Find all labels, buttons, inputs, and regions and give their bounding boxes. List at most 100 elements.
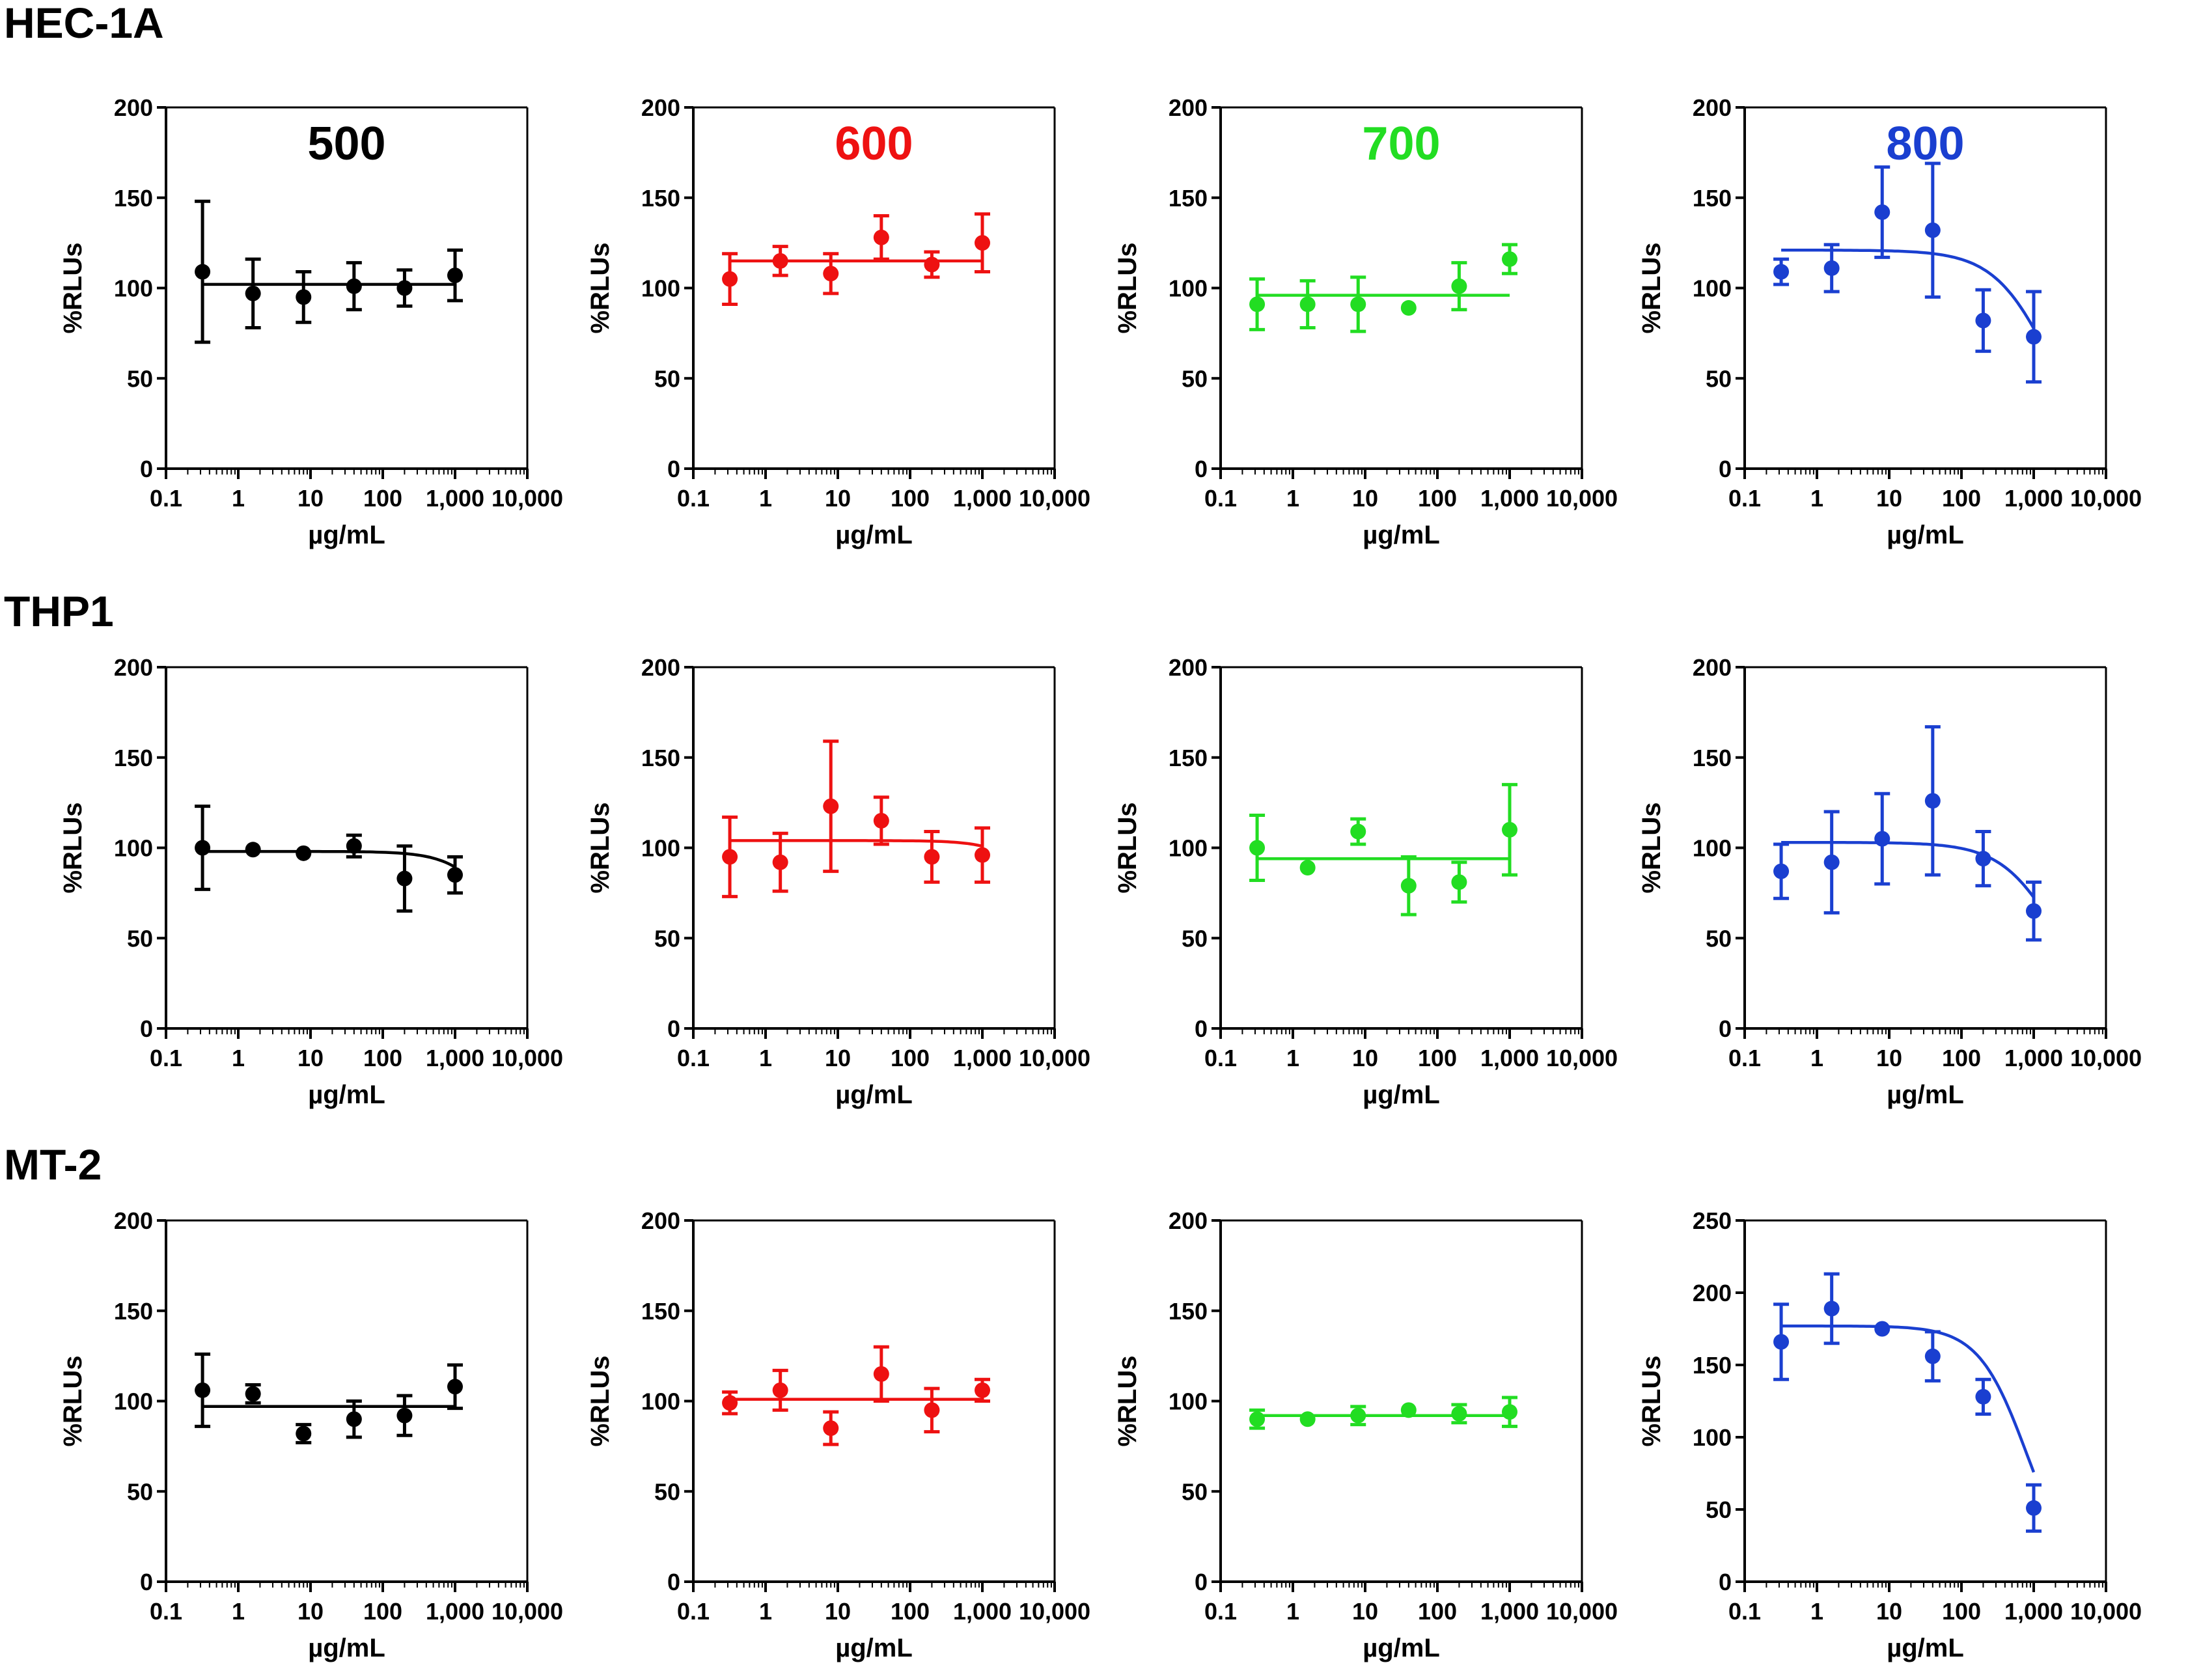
x-axis-title: µg/mL <box>308 1634 385 1662</box>
y-tick-label: 150 <box>1693 745 1732 771</box>
x-axis-title: µg/mL <box>835 1081 913 1109</box>
row-label-hec1a: HEC-1A <box>4 0 164 47</box>
data-point <box>1249 1411 1266 1427</box>
data-point <box>924 849 940 865</box>
x-tick-label: 0.1 <box>1204 485 1237 512</box>
x-tick-label: 1 <box>1810 1045 1823 1071</box>
x-tick-label: 1,000 <box>1480 485 1539 512</box>
y-axis-title: %RLUs <box>1113 1355 1142 1446</box>
data-point <box>722 849 738 865</box>
x-tick-label: 100 <box>1942 1598 1981 1625</box>
data-point <box>1874 204 1890 220</box>
data-point <box>924 256 940 273</box>
y-axis-title: %RLUs <box>1637 1355 1666 1446</box>
data-point <box>772 1382 788 1398</box>
panel-title: 800 <box>1886 118 1964 170</box>
y-tick-label: 100 <box>641 835 680 862</box>
data-point <box>1502 1404 1517 1420</box>
y-tick-label: 50 <box>1182 365 1208 392</box>
x-tick-label: 1 <box>232 485 245 512</box>
data-point <box>447 867 463 883</box>
data-point <box>924 1402 940 1418</box>
y-tick-label: 200 <box>641 94 680 121</box>
data-point <box>447 1379 463 1395</box>
x-tick-label: 100 <box>363 485 402 512</box>
x-tick-label: 1,000 <box>2004 485 2063 512</box>
chart-panel: 0 50 100 150 200 0.1 1 10 100 1,000 10,000 µg/mL %RL… <box>1113 94 1618 549</box>
x-tick-label: 100 <box>891 1598 930 1625</box>
y-tick-label: 150 <box>1169 745 1208 771</box>
y-tick-label: 200 <box>1169 654 1208 681</box>
x-tick-label: 1 <box>1286 485 1299 512</box>
data-point <box>1975 851 1991 867</box>
y-tick-label: 100 <box>114 1388 153 1415</box>
data-point <box>1299 296 1316 312</box>
data-point <box>1400 877 1417 894</box>
y-tick-label: 0 <box>1195 1569 1208 1595</box>
y-tick-label: 150 <box>641 1298 680 1325</box>
x-tick-label: 10,000 <box>492 1598 563 1625</box>
y-tick-label: 250 <box>1693 1207 1732 1234</box>
y-tick-label: 100 <box>1169 835 1208 862</box>
x-tick-label: 0.1 <box>1204 1598 1237 1625</box>
data-point <box>873 229 889 245</box>
panel-title: 600 <box>835 118 913 170</box>
x-tick-label: 1,000 <box>426 1598 484 1625</box>
x-tick-label: 10,000 <box>1019 1045 1090 1071</box>
y-tick-label: 0 <box>667 1569 680 1595</box>
y-tick-label: 0 <box>667 456 680 482</box>
y-tick-label: 50 <box>654 1478 680 1505</box>
y-tick-label: 50 <box>1706 925 1732 952</box>
data-point <box>772 253 788 269</box>
data-point <box>1451 874 1467 890</box>
y-tick-label: 0 <box>1719 456 1732 482</box>
x-tick-label: 1 <box>1286 1045 1299 1071</box>
y-axis-title: %RLUs <box>586 242 615 333</box>
x-tick-label: 10,000 <box>2070 485 2142 512</box>
x-axis-title: µg/mL <box>1887 1081 1964 1109</box>
y-tick-label: 0 <box>140 1015 153 1042</box>
y-axis-title: %RLUs <box>1113 242 1142 333</box>
data-point <box>346 1411 362 1427</box>
data-point <box>245 285 261 301</box>
y-tick-label: 100 <box>1169 1388 1208 1415</box>
x-tick-label: 0.1 <box>150 485 182 512</box>
y-axis-title: %RLUs <box>586 1355 615 1446</box>
y-tick-label: 150 <box>114 1298 153 1325</box>
y-axis-title: %RLUs <box>59 242 87 333</box>
data-point <box>1874 1321 1890 1337</box>
y-tick-label: 200 <box>1169 1207 1208 1234</box>
data-point <box>1975 1388 1991 1405</box>
row-label-thp1: THP1 <box>4 587 114 635</box>
x-tick-label: 1,000 <box>426 1045 484 1071</box>
x-tick-label: 10,000 <box>1019 485 1090 512</box>
x-tick-label: 1 <box>1810 485 1823 512</box>
y-tick-label: 200 <box>1169 94 1208 121</box>
x-tick-label: 10 <box>1876 1598 1902 1625</box>
data-point <box>975 235 990 251</box>
chart-panel: 0 50 100 150 200 0.1 1 10 100 1,000 10,000 µg/mL %RL… <box>1113 1207 1618 1662</box>
data-point <box>296 845 312 861</box>
x-tick-label: 1 <box>1286 1598 1299 1625</box>
data-point <box>1249 296 1266 312</box>
data-point <box>346 278 362 294</box>
y-tick-label: 50 <box>654 925 680 952</box>
y-tick-label: 150 <box>1693 185 1732 212</box>
data-point <box>396 280 413 296</box>
y-axis-title: %RLUs <box>59 802 87 893</box>
x-tick-label: 10 <box>298 1045 324 1071</box>
data-point <box>873 812 889 829</box>
x-tick-label: 0.1 <box>150 1045 182 1071</box>
data-point <box>975 1382 990 1398</box>
panel-title: 700 <box>1362 118 1440 170</box>
chart-panel: 0 50 100 150 200 0.1 1 10 100 1,000 10,000 µg/mL %RL… <box>586 1207 1090 1662</box>
y-tick-label: 150 <box>641 745 680 771</box>
x-tick-label: 100 <box>1942 485 1981 512</box>
data-point <box>873 1366 889 1382</box>
x-axis-title: µg/mL <box>1887 1634 1964 1662</box>
y-tick-label: 150 <box>1169 1298 1208 1325</box>
y-tick-label: 0 <box>140 456 153 482</box>
y-tick-label: 100 <box>641 275 680 302</box>
x-axis-title: µg/mL <box>1363 521 1440 549</box>
